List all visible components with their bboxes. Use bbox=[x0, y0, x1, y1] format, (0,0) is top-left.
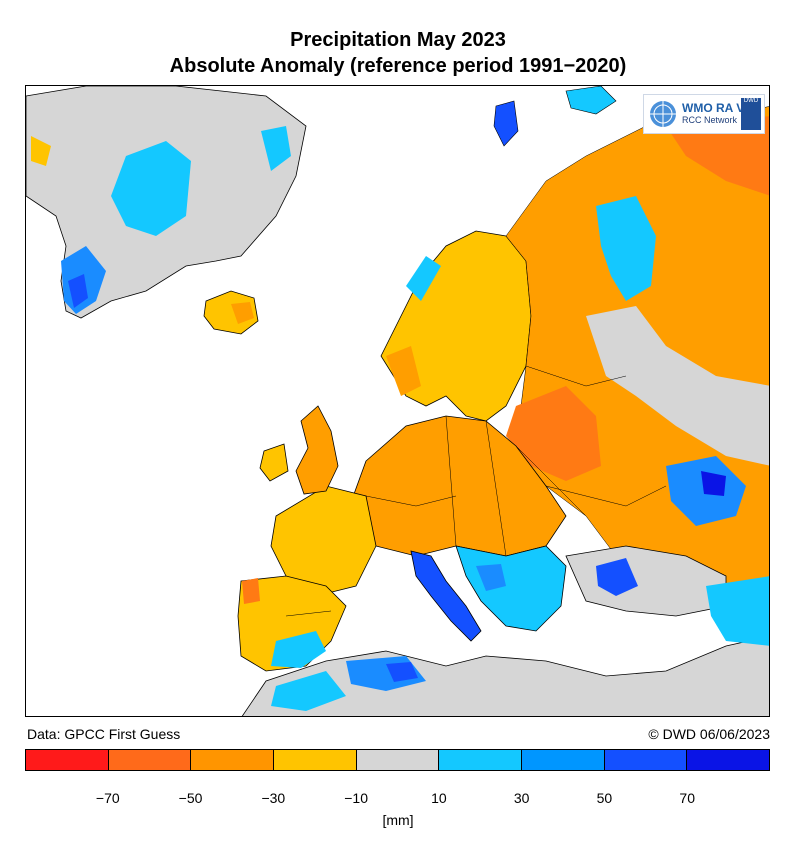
caucasus-wet-core bbox=[701, 471, 726, 496]
legend-tick-label: −10 bbox=[344, 790, 368, 806]
iceland-dry-core bbox=[231, 302, 254, 324]
legend-tick-label: −30 bbox=[261, 790, 286, 806]
greenland-wet-west bbox=[111, 141, 191, 236]
great-britain bbox=[295, 405, 339, 495]
legend-swatch bbox=[687, 750, 770, 770]
legend-swatch bbox=[522, 750, 605, 770]
arctic-island bbox=[493, 100, 519, 147]
italy bbox=[410, 550, 482, 642]
portugal-dry bbox=[242, 578, 260, 604]
wmo-rcc-logo: WMO RA VI RCC Network DWD bbox=[643, 94, 765, 134]
north-africa-wet-west bbox=[271, 671, 346, 711]
data-source-label: Data: GPCC First Guess bbox=[27, 726, 181, 742]
color-legend-bar bbox=[25, 749, 770, 771]
country-borders bbox=[285, 365, 667, 617]
wmo-globe-icon bbox=[650, 101, 676, 127]
north-africa-wet-core bbox=[386, 662, 418, 682]
anomaly-map: WMO RA VI RCC Network DWD bbox=[26, 86, 769, 716]
greenland-dry-patch bbox=[31, 136, 51, 166]
greenland-wet-south-core bbox=[68, 274, 88, 308]
iberia-wet-south bbox=[271, 631, 326, 668]
chart-title: Precipitation May 2023 bbox=[290, 29, 506, 51]
arctic-island-2 bbox=[565, 86, 617, 115]
dwd-logo-text: DWD bbox=[743, 98, 759, 104]
russia-normal-band bbox=[586, 306, 769, 466]
legend-tick-label: 70 bbox=[679, 790, 696, 806]
russia-wet-band bbox=[596, 196, 656, 301]
map-panel: WMO RA VI RCC Network DWD bbox=[25, 85, 770, 717]
legend-unit: [mm] bbox=[382, 812, 414, 828]
legend-tick-label: 30 bbox=[513, 790, 530, 806]
chart-subtitle: Absolute Anomaly (reference period 1991−… bbox=[169, 55, 627, 77]
greenland-wet-east bbox=[261, 126, 291, 171]
ukraine-dry-core bbox=[506, 386, 601, 481]
balkans-wet-core bbox=[476, 564, 506, 591]
ireland bbox=[259, 443, 289, 482]
central-europe bbox=[345, 415, 567, 557]
legend-swatch bbox=[604, 750, 688, 770]
legend-swatch bbox=[356, 750, 440, 770]
middle-east-wet bbox=[706, 576, 769, 646]
copyright-date-label: © DWD 06/06/2023 bbox=[648, 726, 770, 742]
turkey-wet-patch bbox=[596, 558, 638, 596]
legend-swatch bbox=[191, 750, 275, 770]
legend-swatch bbox=[108, 750, 192, 770]
legend-swatch bbox=[26, 750, 109, 770]
iceland bbox=[203, 290, 259, 335]
north-africa bbox=[241, 636, 769, 716]
legend-swatch bbox=[439, 750, 523, 770]
france bbox=[270, 485, 377, 597]
legend-swatch bbox=[274, 750, 357, 770]
dwd-logo: DWD bbox=[741, 98, 761, 130]
logo-rcc-text: RCC Network bbox=[682, 115, 738, 125]
norway-wet-coast bbox=[406, 256, 441, 301]
legend-tick-label: 10 bbox=[431, 790, 447, 806]
legend-tick-label: 50 bbox=[596, 790, 613, 806]
russia-dry-east bbox=[666, 116, 769, 196]
logo-wmo-text: WMO RA VI bbox=[682, 101, 748, 115]
legend-tick-label: −70 bbox=[95, 790, 120, 806]
scandinavia-dry-core bbox=[386, 346, 421, 396]
legend-tick-label: −50 bbox=[178, 790, 203, 806]
